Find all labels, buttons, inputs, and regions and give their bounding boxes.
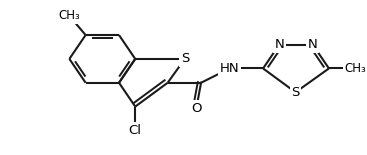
Text: S: S: [291, 86, 300, 99]
Text: N: N: [308, 38, 317, 51]
Text: S: S: [181, 52, 189, 65]
Text: Cl: Cl: [129, 124, 142, 137]
Text: HN: HN: [220, 62, 240, 75]
Text: CH₃: CH₃: [58, 9, 80, 22]
Text: CH₃: CH₃: [344, 62, 366, 75]
Text: N: N: [275, 38, 284, 51]
Text: O: O: [191, 102, 201, 115]
